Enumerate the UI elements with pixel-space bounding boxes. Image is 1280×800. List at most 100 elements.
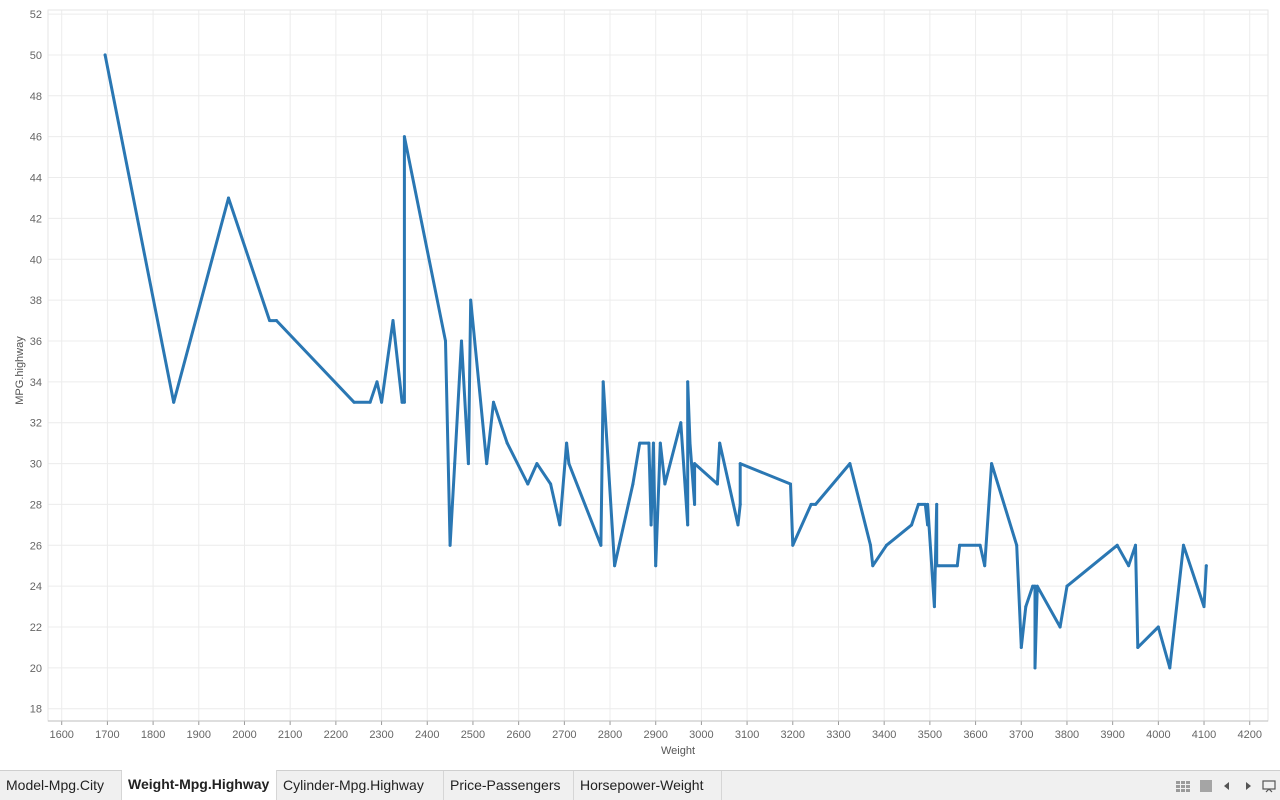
data-point	[651, 441, 655, 445]
data-point	[809, 502, 813, 506]
data-point	[172, 400, 176, 404]
data-point	[599, 543, 603, 547]
series-points-0	[103, 53, 1208, 670]
line-chart: 1600 1700 1800 1900 2000 2100 2200 2300 2400 2500…	[14, 9, 1269, 757]
data-point	[638, 441, 642, 445]
data-point	[368, 400, 372, 404]
data-point	[1033, 584, 1037, 588]
data-point	[469, 298, 473, 302]
data-point	[658, 441, 662, 445]
x-tick-label: 3800	[1055, 729, 1079, 741]
data-point	[1115, 543, 1119, 547]
x-tick-label: 4100	[1192, 729, 1216, 741]
data-point	[453, 462, 457, 466]
y-tick-label: 44	[30, 173, 42, 185]
tab-horsepower-weight[interactable]: Horsepower-Weight	[574, 771, 722, 800]
tab-model-mpg-city[interactable]: Model-Mpg.City	[0, 771, 122, 800]
data-point	[647, 441, 651, 445]
data-point	[955, 564, 959, 568]
tab-price-passengers[interactable]: Price-Passengers	[444, 771, 574, 800]
data-point	[686, 523, 690, 527]
next-arrow-icon[interactable]	[1240, 778, 1256, 794]
x-tick-label: 2400	[415, 729, 439, 741]
data-point	[226, 196, 230, 200]
data-point	[1204, 564, 1208, 568]
y-tick-label: 30	[30, 459, 42, 471]
single-view-icon[interactable]	[1198, 778, 1214, 794]
data-point	[679, 421, 683, 425]
y-tick-label: 32	[30, 418, 42, 430]
data-point	[926, 523, 930, 527]
x-tick-label: 3300	[826, 729, 850, 741]
data-point	[1024, 605, 1028, 609]
data-point	[1181, 543, 1185, 547]
grid-view-icon[interactable]	[1175, 778, 1191, 794]
data-point	[649, 523, 653, 527]
data-point	[686, 380, 690, 384]
y-tick-label: 48	[30, 91, 42, 103]
data-point	[400, 400, 404, 404]
data-point	[693, 502, 697, 506]
x-tick-label: 1900	[187, 729, 211, 741]
x-tick-label: 3900	[1100, 729, 1124, 741]
data-point	[448, 543, 452, 547]
sheet-tab-bar: Model-Mpg.City Weight-Mpg.Highway Cylind…	[0, 770, 1280, 800]
series-line-0	[103, 53, 1208, 670]
tab-weight-mpg-highway[interactable]: Weight-Mpg.Highway	[122, 770, 277, 800]
y-tick-label: 26	[30, 540, 42, 552]
data-point	[380, 400, 384, 404]
y-tick-label: 22	[30, 622, 42, 634]
data-point	[935, 564, 939, 568]
data-point	[814, 502, 818, 506]
data-point	[485, 462, 489, 466]
data-point	[932, 605, 936, 609]
gridlines	[48, 10, 1268, 721]
data-point	[567, 462, 571, 466]
data-point	[1031, 584, 1035, 588]
data-point	[738, 462, 742, 466]
x-axis-title: Weight	[661, 745, 695, 757]
data-point	[693, 462, 697, 466]
data-point	[1019, 645, 1023, 649]
y-tick-label: 38	[30, 295, 42, 307]
data-point	[402, 400, 406, 404]
x-tick-label: 2600	[506, 729, 530, 741]
data-point	[1058, 625, 1062, 629]
x-tick-label: 3500	[918, 729, 942, 741]
x-tick-label: 2900	[643, 729, 667, 741]
y-tick-label: 46	[30, 132, 42, 144]
data-point	[871, 564, 875, 568]
data-point	[631, 482, 635, 486]
data-point	[884, 543, 888, 547]
data-point	[736, 523, 740, 527]
data-point	[791, 543, 795, 547]
x-tick-label: 3200	[781, 729, 805, 741]
data-point	[1015, 543, 1019, 547]
y-tick-label: 36	[30, 336, 42, 348]
data-point	[402, 135, 406, 139]
data-point	[466, 462, 470, 466]
data-point	[1133, 543, 1137, 547]
data-point	[848, 462, 852, 466]
data-point	[926, 502, 930, 506]
data-point	[1033, 666, 1037, 670]
data-point	[654, 564, 658, 568]
x-tick-label: 4200	[1237, 729, 1261, 741]
x-tick-label: 2300	[369, 729, 393, 741]
data-point	[718, 441, 722, 445]
data-point	[1136, 645, 1140, 649]
data-point	[1035, 584, 1039, 588]
present-icon[interactable]	[1261, 778, 1277, 794]
data-point	[868, 543, 872, 547]
data-point	[558, 523, 562, 527]
data-point	[688, 441, 692, 445]
data-point	[526, 482, 530, 486]
x-tick-label: 3000	[689, 729, 713, 741]
x-tick-label: 3100	[735, 729, 759, 741]
data-point	[391, 319, 395, 323]
data-point	[990, 462, 994, 466]
prev-arrow-icon[interactable]	[1219, 778, 1235, 794]
data-point	[923, 502, 927, 506]
data-point	[375, 380, 379, 384]
tab-cylinder-mpg-highway[interactable]: Cylinder-Mpg.Highway	[277, 771, 444, 800]
